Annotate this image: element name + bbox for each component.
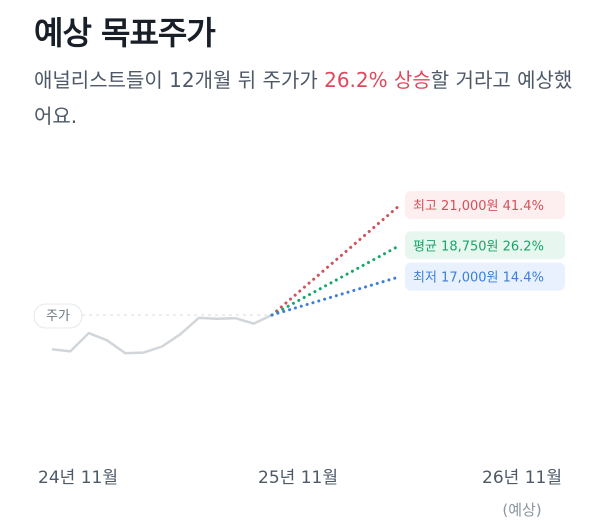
- target-lines: [270, 203, 402, 317]
- price-label-pill: [33, 303, 83, 329]
- x-tick-label: 24년 11월: [38, 468, 118, 488]
- target-badge-avg: [405, 231, 565, 260]
- page-title: 예상 목표주가: [34, 14, 216, 52]
- target-badge-text-low: 최저 17,000원 14.4%: [413, 271, 544, 286]
- description-prefix: 애널리스트들이 12개월 뒤 주가가: [34, 68, 325, 92]
- price-label: 주가: [46, 309, 70, 324]
- target-line-low: [270, 275, 402, 317]
- target-badge-high: [405, 191, 565, 219]
- x-tick-label: 25년 11월: [258, 468, 338, 488]
- price-series: [51, 313, 273, 355]
- price-history-line: [51, 313, 273, 355]
- target-badge-low: [405, 262, 565, 291]
- reference-line-group: 주가: [33, 303, 272, 329]
- description-highlight: 26.2% 상승: [324, 68, 431, 92]
- forecast-description: 애널리스트들이 12개월 뒤 주가가 26.2% 상승할 거라고 예상했어요.: [34, 62, 574, 134]
- x-axis: 24년 11월 25년 11월 26년 11월 (예상): [38, 468, 562, 519]
- target-badges: 최고 21,000원 41.4% 평균 18,750원 26.2% 최저 17,00…: [405, 191, 565, 291]
- description-suffix: 할 거라고 예상했어요.: [34, 68, 573, 128]
- target-line-high: [270, 203, 402, 317]
- target-line-avg: [270, 243, 402, 317]
- target-badge-text-high: 최고 21,000원 41.4%: [413, 199, 544, 214]
- x-tick-label: 26년 11월: [482, 468, 562, 488]
- target-badge-text-avg: 평균 18,750원 26.2%: [413, 239, 544, 254]
- x-tick-sublabel: (예상): [502, 501, 541, 519]
